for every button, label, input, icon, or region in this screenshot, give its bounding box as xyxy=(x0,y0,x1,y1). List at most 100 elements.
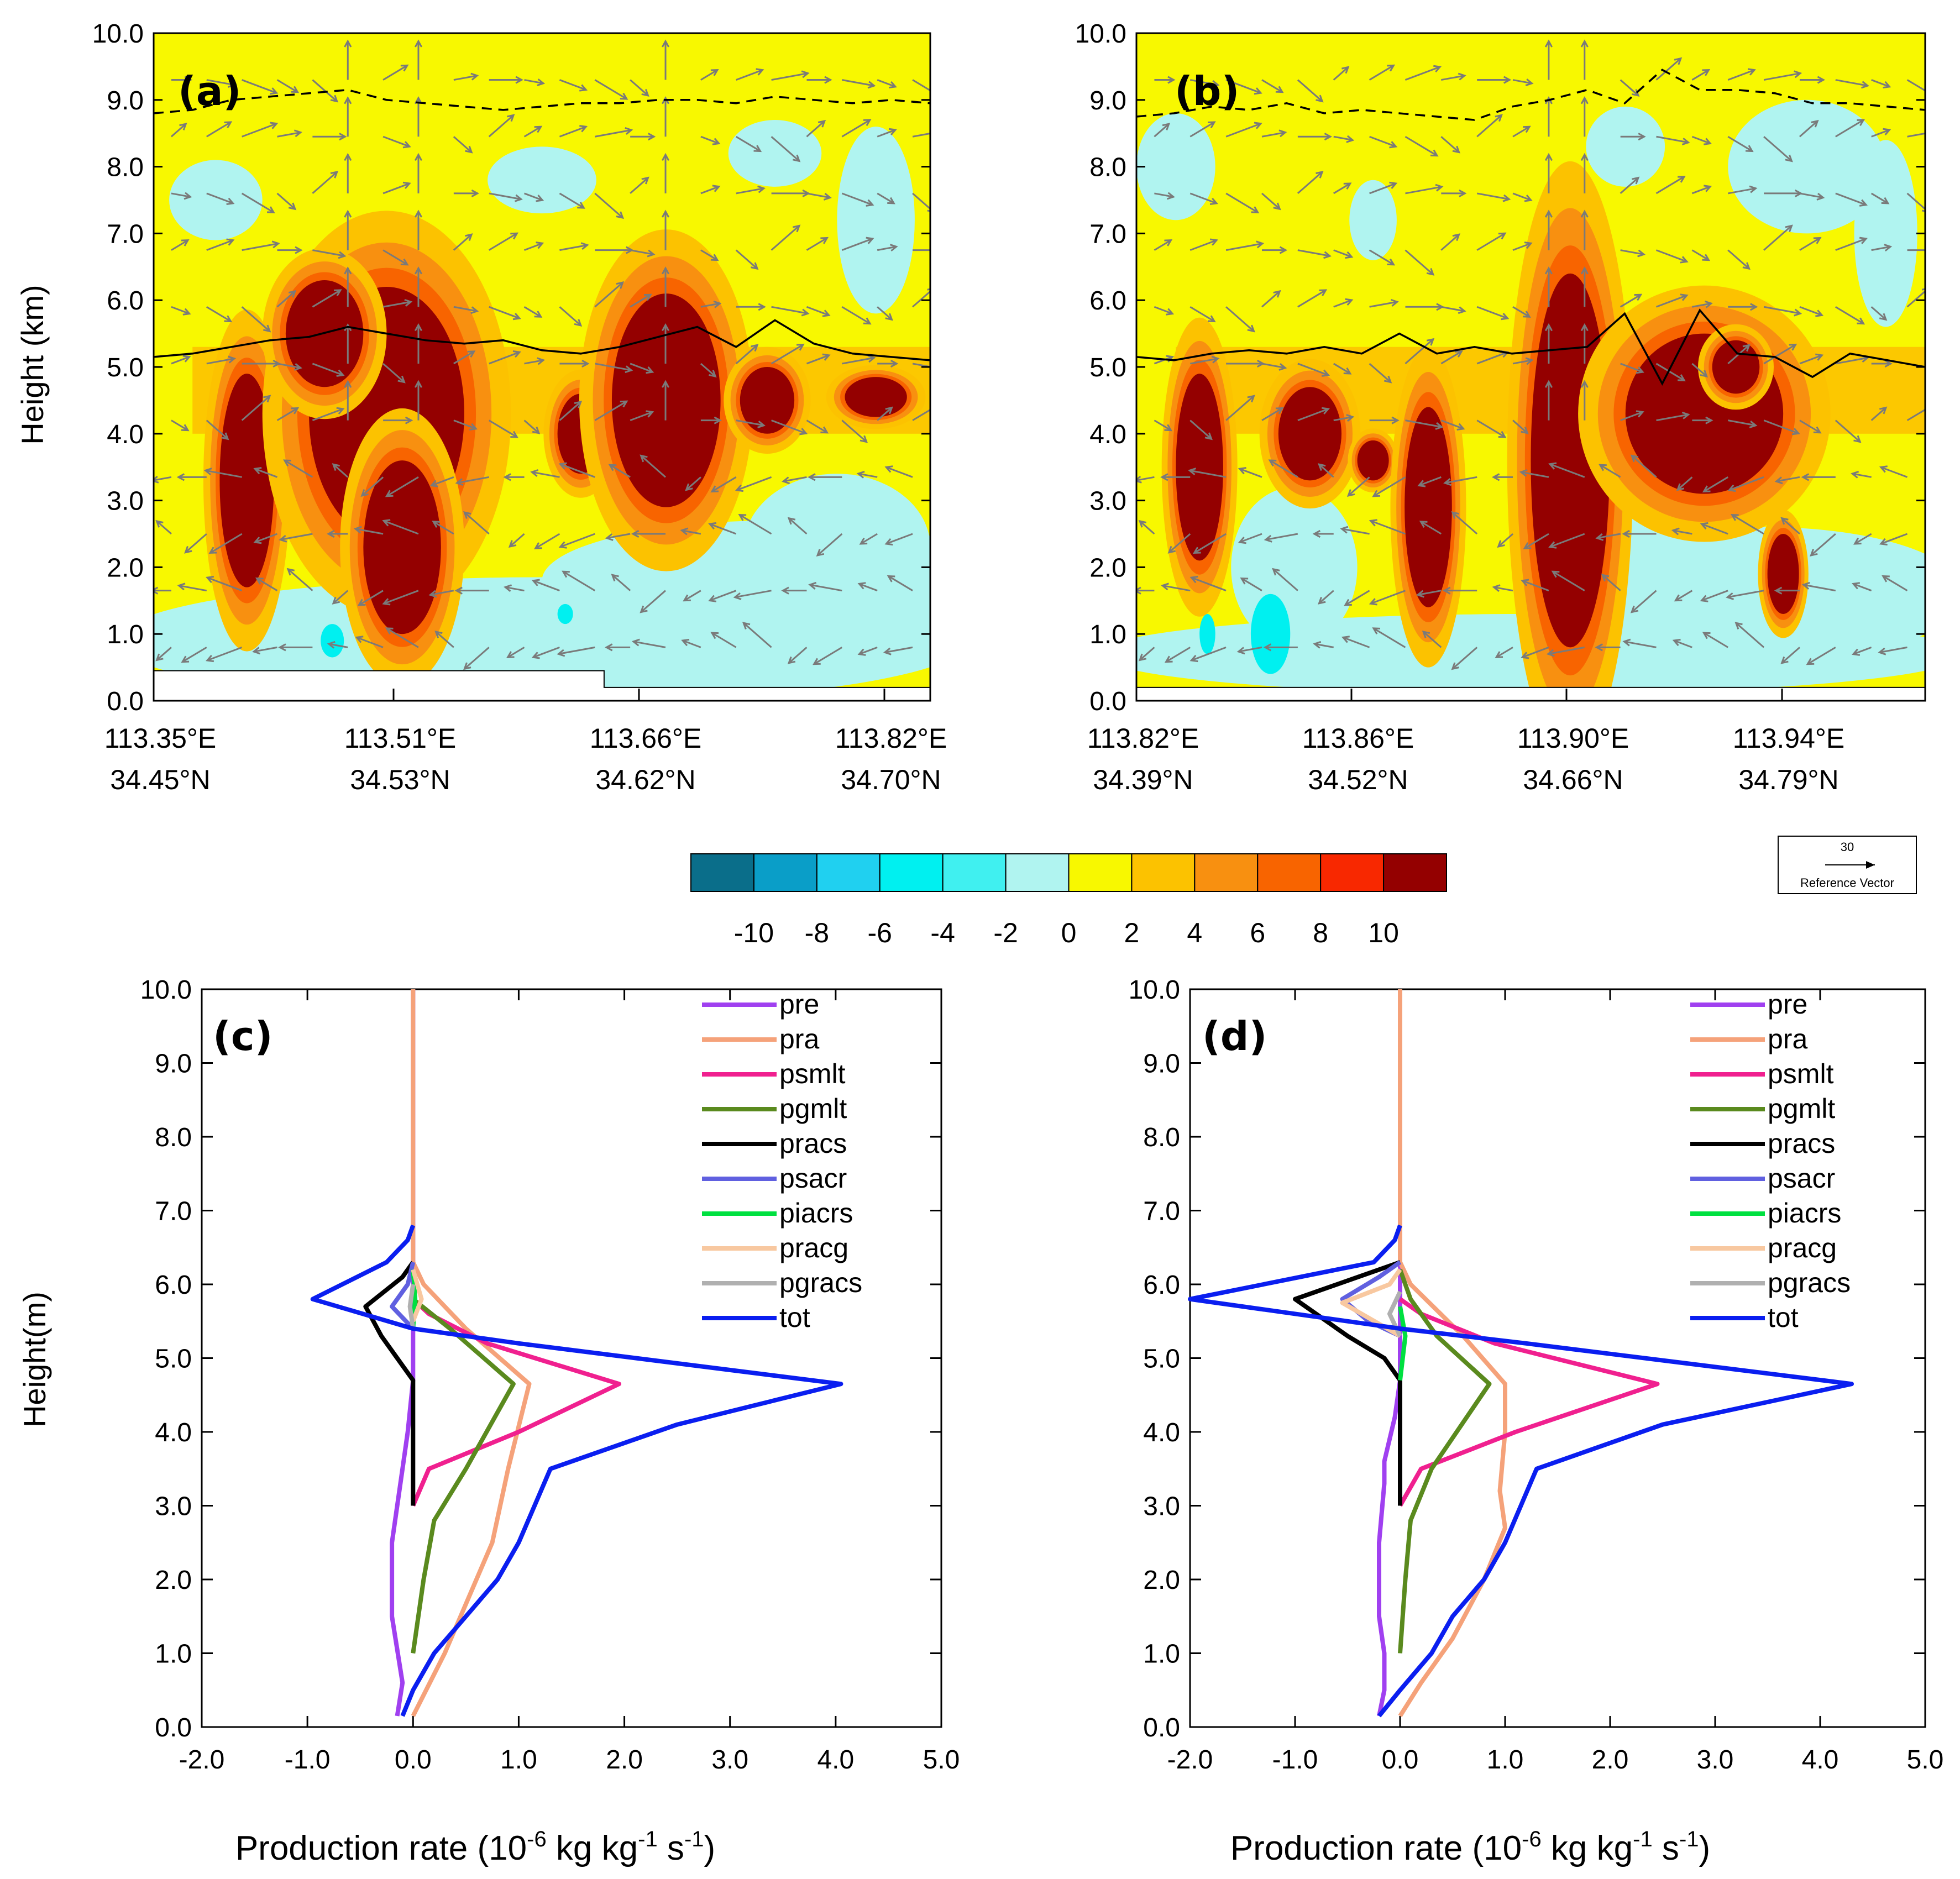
wind-vector-head xyxy=(344,153,352,161)
wind-vector xyxy=(1261,363,1286,369)
wind-vector xyxy=(1799,306,1822,316)
wind-vector-head xyxy=(1372,490,1381,497)
wind-vector xyxy=(1272,568,1298,591)
panel-c-label: (c) xyxy=(213,1013,273,1059)
wind-vector-head xyxy=(1525,78,1534,87)
wind-vector-head xyxy=(295,246,303,254)
wind-vector xyxy=(1369,65,1395,81)
wind-vector-head xyxy=(330,170,339,179)
wind-vector xyxy=(640,590,667,613)
panel-a-core-contour xyxy=(740,367,795,434)
series-line-pracg xyxy=(411,1269,424,1322)
wind-vector xyxy=(1799,120,1818,138)
wind-vector xyxy=(912,192,930,210)
wind-vector xyxy=(382,301,411,308)
panel-a-axes: 0.0 1.0 2.0 3.0 4.0 5.0 6.0 7.0 8.0 9.0 10.0 113.35… xyxy=(92,19,947,795)
wind-vector xyxy=(1803,584,1836,592)
wind-vector xyxy=(1631,455,1657,478)
panel-a-core-contour xyxy=(845,377,907,417)
wind-vector xyxy=(453,306,478,312)
legend-label-tot: tot xyxy=(1768,1302,1799,1333)
wind-vector xyxy=(685,476,701,491)
wind-vector xyxy=(1907,132,1925,138)
wind-vector xyxy=(711,632,737,648)
wind-vector-head xyxy=(1254,122,1262,129)
wind-vector xyxy=(1405,66,1440,81)
wind-vector-head xyxy=(344,209,352,218)
y-tick-label: 5.0 xyxy=(1089,353,1126,382)
wind-vector xyxy=(1225,395,1255,421)
wind-vector-head xyxy=(226,197,235,206)
wind-vector-head xyxy=(640,605,648,613)
wind-vector-head xyxy=(1458,306,1466,314)
wind-vector-head xyxy=(758,303,766,311)
wind-vector-head xyxy=(1136,586,1141,595)
wind-vector xyxy=(1728,476,1764,491)
wind-vector xyxy=(1373,627,1406,648)
wind-vector xyxy=(806,354,830,365)
wind-vector-head xyxy=(294,363,302,371)
wind-vector-head xyxy=(890,359,899,368)
wind-vector-head xyxy=(510,431,518,438)
wind-vector xyxy=(1880,466,1908,478)
wind-vector-head xyxy=(1921,209,1925,212)
x-tick-label-lon: 113.35°E xyxy=(104,723,217,754)
wind-vector xyxy=(276,79,298,93)
wind-vector-head xyxy=(1580,96,1589,104)
wind-vector xyxy=(170,123,187,138)
wind-vector xyxy=(1225,123,1261,138)
wind-vector-head xyxy=(1884,359,1893,368)
wind-vector xyxy=(253,646,277,653)
panel-a-tropopause-line xyxy=(154,88,930,114)
wind-vector xyxy=(912,408,930,421)
wind-vector-head xyxy=(1678,374,1686,381)
wind-vector-head xyxy=(1851,470,1859,479)
wind-vector xyxy=(771,225,800,251)
wind-vector-head xyxy=(884,538,893,546)
wind-vector-head xyxy=(856,470,865,479)
panel-b-label: (b) xyxy=(1175,68,1239,114)
colorbar-swatch xyxy=(690,853,754,892)
wind-vector-head xyxy=(1318,463,1326,471)
wind-vector-head xyxy=(1458,72,1466,81)
wind-vector-head xyxy=(228,80,237,88)
wind-vector-head xyxy=(154,586,159,595)
wind-vector xyxy=(206,239,234,251)
wind-vector-head xyxy=(1136,475,1142,484)
wind-vector-head xyxy=(176,473,185,481)
panel-a-label: (a) xyxy=(178,68,241,114)
wind-vector-head xyxy=(787,656,796,664)
wind-vector-head xyxy=(1209,197,1218,206)
colorbar-swatch xyxy=(942,853,1007,892)
wind-vector xyxy=(277,363,301,369)
y-tick-label: 2.0 xyxy=(1143,1566,1180,1595)
wind-vector xyxy=(700,363,716,377)
wind-vector-head xyxy=(751,344,759,352)
wind-vector-head xyxy=(1390,298,1399,307)
wind-vector-head xyxy=(1247,324,1255,333)
wind-vector xyxy=(813,647,843,665)
wind-vector xyxy=(783,476,807,482)
y-tick-label: 1.0 xyxy=(155,1640,192,1669)
colorbar-tick-label: -8 xyxy=(805,917,829,948)
wind-vector-head xyxy=(1240,577,1249,585)
x-tick-label: -2.0 xyxy=(1167,1745,1213,1775)
wind-vector-head xyxy=(1791,428,1800,435)
wind-vector xyxy=(1154,419,1172,431)
y-tick-label: 4.0 xyxy=(1089,420,1126,449)
wind-vector-head xyxy=(1503,76,1512,84)
wind-vector xyxy=(312,171,338,195)
wind-vector xyxy=(154,476,172,481)
wind-vector xyxy=(700,135,720,144)
panel-a-cyan-region xyxy=(837,127,915,314)
wind-vector-head xyxy=(226,238,235,246)
panel-b-cyan-region xyxy=(1586,106,1665,187)
legend-label-pracs: pracs xyxy=(1768,1128,1835,1159)
wind-vector xyxy=(1835,356,1868,365)
wind-vector xyxy=(386,476,419,497)
panel-a-cross-section: 0.0 1.0 2.0 3.0 4.0 5.0 6.0 7.0 8.0 9.0 10.0 113.35… xyxy=(15,19,947,795)
wind-vector-head xyxy=(1524,195,1533,202)
wind-vector-head xyxy=(253,467,262,475)
wind-vector xyxy=(1763,306,1801,314)
wind-vector-head xyxy=(712,185,721,192)
